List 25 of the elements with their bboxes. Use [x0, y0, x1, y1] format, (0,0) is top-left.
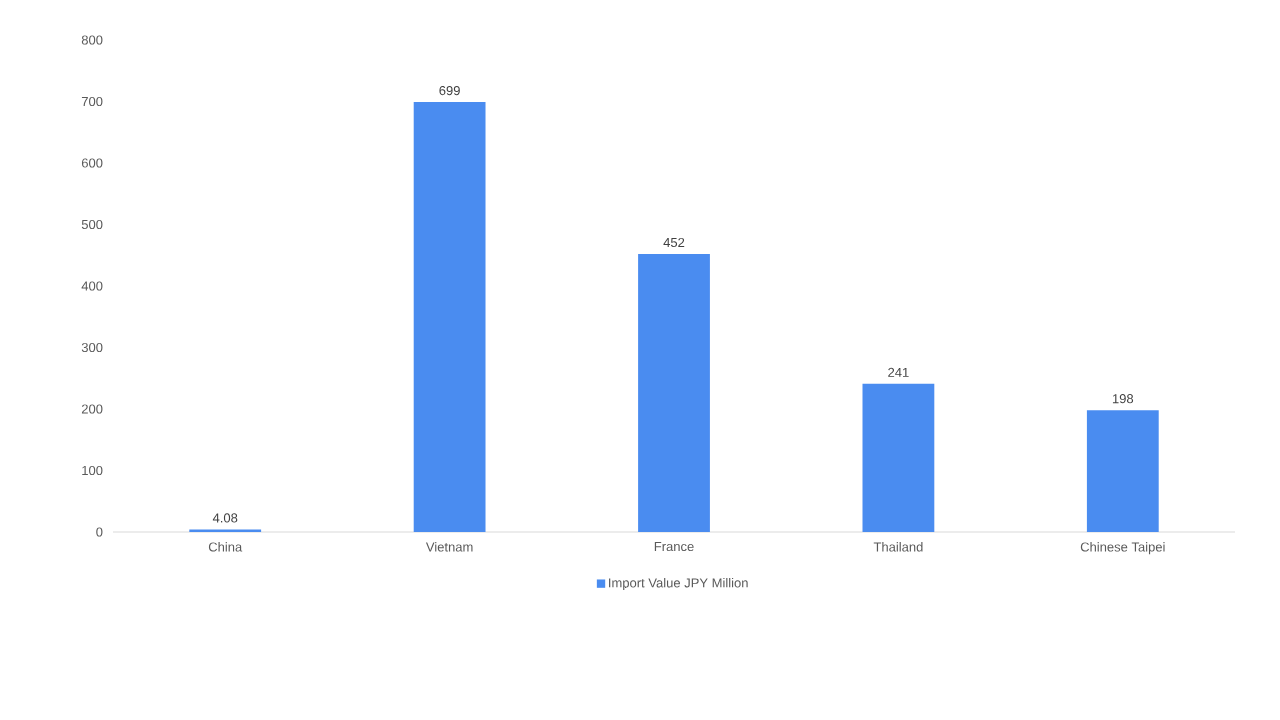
x-tick-label: Chinese Taipei	[1080, 542, 1165, 555]
y-tick-label: 500	[81, 219, 103, 230]
y-tick-label: 600	[81, 158, 103, 168]
data-label: 699	[439, 85, 460, 96]
y-tick-label: 700	[81, 96, 103, 107]
x-tick-label: Vietnam	[425, 542, 473, 552]
y-tick-label: 100	[82, 465, 103, 476]
bar	[1086, 410, 1159, 532]
data-label: 452	[663, 237, 685, 248]
y-tick-label: 200	[81, 404, 103, 414]
y-tick-label: 400	[81, 281, 103, 291]
x-tick-label: France	[654, 542, 694, 552]
x-tick-label: Thailand	[873, 542, 923, 552]
data-label: 198	[1112, 394, 1134, 404]
bar	[189, 529, 262, 532]
y-tick-label: 0	[96, 527, 103, 537]
y-tick-label: 300	[81, 342, 103, 353]
x-tick-label: China	[208, 542, 243, 552]
data-label: 241	[888, 367, 909, 377]
data-label: 4.08	[212, 513, 238, 523]
legend-label: Import Value JPY Million	[609, 577, 748, 591]
bar	[862, 383, 935, 532]
y-tick-label: 800	[81, 35, 103, 45]
bar	[413, 102, 486, 532]
bar	[638, 254, 710, 532]
